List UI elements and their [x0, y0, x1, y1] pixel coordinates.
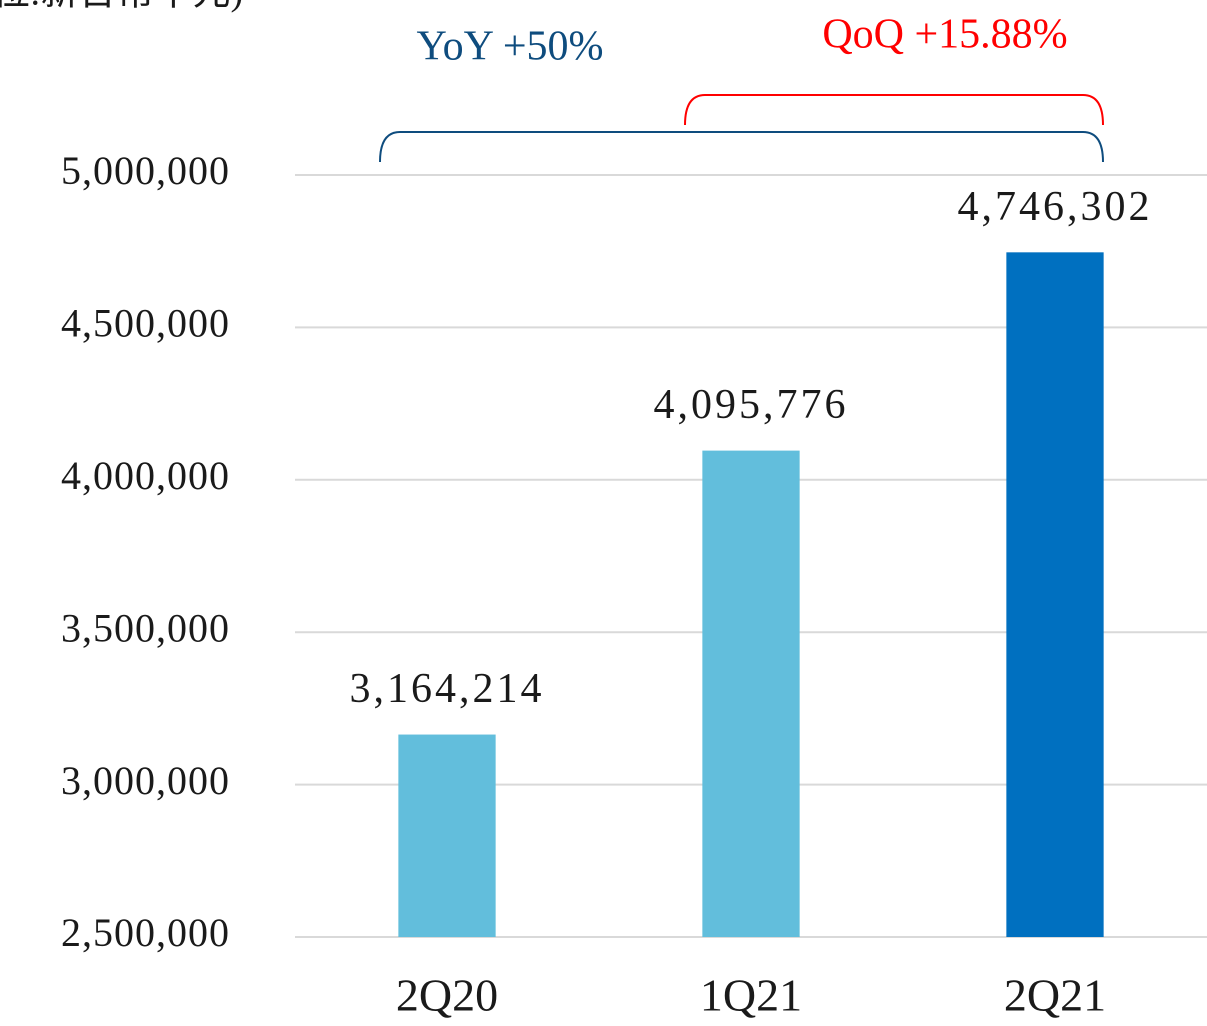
x-tick-label: 2Q21 — [1004, 970, 1106, 1021]
y-tick-label: 4,500,000 — [61, 301, 230, 346]
x-tick-label: 2Q20 — [396, 970, 498, 1021]
bar — [398, 734, 496, 937]
unit-note: 位:新台幣千元) — [0, 0, 243, 14]
yoy-annotation: YoY +50% — [416, 24, 603, 70]
y-tick-label: 4,000,000 — [61, 453, 230, 498]
value-label: 4,746,302 — [958, 184, 1153, 230]
y-tick-label: 3,000,000 — [61, 758, 230, 803]
y-tick-label: 5,000,000 — [61, 148, 230, 193]
y-tick-label: 2,500,000 — [61, 910, 230, 955]
bar — [702, 450, 800, 937]
yoy-bracket — [379, 131, 1104, 163]
y-tick-label: 3,500,000 — [61, 605, 230, 650]
bar — [1006, 252, 1104, 937]
qoq-annotation: QoQ +15.88% — [822, 12, 1067, 58]
value-label: 4,095,776 — [654, 382, 849, 428]
value-label: 3,164,214 — [350, 666, 545, 712]
x-tick-label: 1Q21 — [700, 970, 802, 1021]
qoq-bracket — [684, 94, 1104, 126]
